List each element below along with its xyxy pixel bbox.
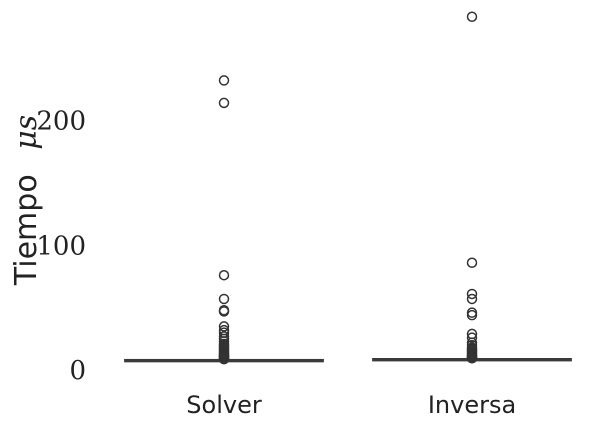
outlier-solver-2 — [218, 269, 230, 281]
x-axis-categories: Solver Inversa — [186, 391, 516, 419]
outlier-inversa-7 — [466, 332, 478, 343]
outlier-inversa-5 — [466, 309, 478, 321]
y-axis-label: Tiempo μs — [9, 115, 44, 286]
y-tick-label-200: 200 — [36, 106, 86, 136]
y-axis-label-unit: μs — [9, 115, 44, 165]
outlier-inversa-1 — [466, 257, 478, 268]
y-axis-label-text: Tiempo — [9, 174, 44, 286]
box-inversa — [372, 11, 572, 364]
outlier-solver-3 — [218, 293, 230, 305]
outlier-solver-1 — [218, 97, 230, 109]
x-tick-label-solver: Solver — [186, 391, 262, 419]
boxes-group — [124, 11, 572, 365]
outlier-solver-6 — [218, 321, 230, 332]
outlier-solver-5 — [218, 306, 230, 317]
outlier-inversa-3 — [466, 293, 478, 305]
outlier-inversa-22 — [466, 353, 478, 364]
box-solver — [124, 75, 324, 365]
y-tick-label-100: 100 — [36, 231, 86, 261]
y-tick-label-0: 0 — [69, 356, 86, 386]
outlier-inversa-0 — [466, 11, 478, 22]
x-tick-label-inversa: Inversa — [428, 391, 516, 419]
outlier-solver-29 — [218, 353, 230, 365]
outlier-solver-0 — [218, 75, 230, 86]
outlier-inversa-2 — [466, 288, 478, 300]
y-axis-ticks: 0 100 200 — [36, 106, 86, 386]
